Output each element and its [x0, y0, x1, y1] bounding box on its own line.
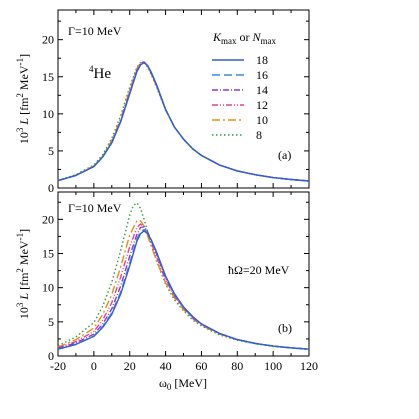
legend-label-12: 12: [256, 98, 268, 112]
panel-a-y-tick-label: 20: [42, 33, 54, 47]
panel-b-y-tick-label: 5: [48, 315, 54, 329]
panel-b-x-tick-label: 40: [160, 359, 172, 373]
panel-b-series-line-16: [57, 228, 310, 350]
panel-a-nucleus: 4He: [89, 64, 111, 82]
x-unit: [MeV]: [171, 376, 207, 390]
legend-label-10: 10: [256, 113, 268, 127]
legend-label-8: 8: [256, 128, 262, 142]
panel-b-y-tick-label: 15: [42, 247, 54, 261]
x-sub: 0: [167, 382, 172, 392]
y-unit-top-b: MeV: [17, 65, 31, 93]
y-axis-label-bottom: 103 L [fm2 MeV-1]: [15, 229, 31, 319]
panel-a-ticks: 0 5 10 15 20: [42, 10, 310, 195]
panel-a-y-tick-label: 0: [48, 181, 54, 195]
panel-b-y-tick-label: 0: [48, 349, 54, 363]
panel-b-gamma: Γ=10 MeV: [68, 201, 122, 215]
legend-title-k: K: [212, 30, 222, 44]
y-unit-bot-b: MeV: [17, 240, 31, 268]
panel-a-gamma: Γ=10 MeV: [68, 24, 122, 38]
panel-a: 0 5 10 15 20 Γ=10 MeV 4He (a) Kmax or Nmax 1…: [42, 9, 310, 195]
legend-label-16: 16: [256, 68, 268, 82]
panel-b-series-line-18: [57, 230, 310, 350]
y-exp-top: 3: [15, 127, 25, 132]
y-axis-label-top: 103 L [fm2 MeV-1]: [15, 54, 31, 144]
panel-a-label: (a): [278, 148, 291, 162]
y-unit-top-a: [fm: [17, 97, 31, 118]
panel-b-lines: [57, 202, 310, 351]
panel-b-y-tick-label: 10: [42, 281, 54, 295]
y-exp-bot: 3: [15, 302, 25, 307]
panel-b-x-tick-label: -20: [50, 359, 66, 373]
y-unit-top-c: ]: [17, 54, 31, 58]
panel-b-series-line-12: [57, 223, 310, 350]
panel-a-lines: [57, 61, 310, 182]
y-mev-exp-top: -1: [15, 58, 25, 66]
panel-b-label: (b): [278, 321, 292, 335]
y-fm-exp-top: 2: [15, 93, 25, 98]
x-axis-title: ω0 [MeV]: [159, 376, 207, 392]
nucleus-mass-number: 4: [89, 64, 94, 74]
legend-title: Kmax or Nmax: [212, 30, 277, 46]
panel-a-y-tick-label: 15: [42, 70, 54, 84]
y-unit-bot-c: ]: [17, 229, 31, 233]
panel-a-y-tick-label: 10: [42, 107, 54, 121]
legend-label-14: 14: [256, 83, 268, 97]
legend-label-18: 18: [256, 53, 268, 67]
y-L-bot: L: [17, 293, 31, 301]
panel-a-y-tick-label: 5: [48, 144, 54, 158]
panel-b-series-line-10: [57, 220, 310, 350]
legend-title-n-sub: max: [261, 36, 277, 46]
panel-b-x-tick-label: 80: [231, 359, 243, 373]
y-L-top: L: [17, 118, 31, 126]
panel-b-y-tick-label: 20: [42, 212, 54, 226]
legend-title-k-sub: max: [221, 36, 237, 46]
legend-title-or: or: [237, 30, 253, 44]
nucleus-symbol: He: [94, 66, 112, 82]
y-mev-exp-bot: -1: [15, 233, 25, 241]
panel-b-x-tick-label: 100: [264, 359, 282, 373]
panel-a-series-line-18: [57, 62, 310, 182]
panel-b-x-tick-label: 0: [91, 359, 97, 373]
panel-b-x-tick-label: 120: [300, 359, 318, 373]
y-unit-bot-a: [fm: [17, 272, 31, 293]
legend-title-n: N: [252, 30, 262, 44]
panel-b-series-line-14: [57, 226, 310, 350]
panel-b-hbar-omega: ħΩ=20 MeV: [228, 263, 290, 277]
y-axis-title-bottom: 103 L [fm2 MeV-1]: [15, 229, 31, 319]
panel-b-x-tick-label: 60: [195, 359, 207, 373]
panel-b-x-tick-label: 20: [124, 359, 136, 373]
y-axis-title-top: 103 L [fm2 MeV-1]: [15, 54, 31, 144]
y-fm-exp-bot: 2: [15, 268, 25, 273]
